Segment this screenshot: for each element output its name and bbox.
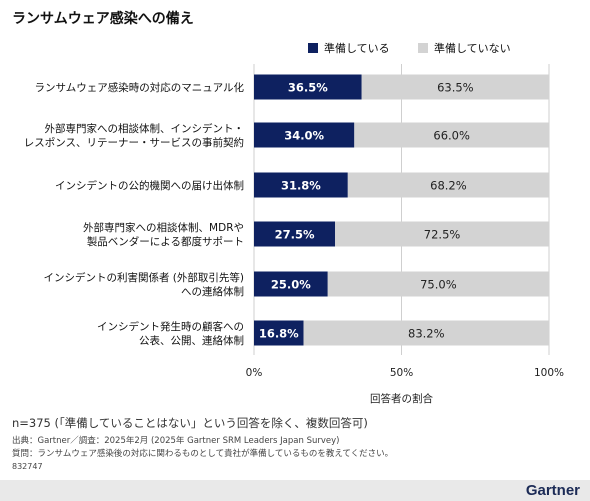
data-label-prepared: 16.8%	[259, 327, 299, 341]
question-note: 質問：ランサムウェア感染後の対応に関わるものとして貴社が準備しているものを教えて…	[12, 449, 394, 459]
bar-not-prepared	[347, 172, 549, 198]
legend-item-prepared: 準備している	[308, 40, 390, 56]
category-label: インシデント発生時の顧客への公表、公開、連絡体制	[97, 320, 244, 347]
bar-prepared	[254, 271, 328, 297]
bar-prepared	[254, 221, 336, 247]
category-label: インシデントの公的機関への届け出体制	[55, 179, 244, 192]
data-label-prepared: 34.0%	[284, 129, 324, 143]
bar-prepared	[254, 74, 362, 100]
data-label-not-prepared: 66.0%	[433, 129, 470, 143]
data-label-not-prepared: 72.5%	[424, 228, 461, 242]
data-label-not-prepared: 68.2%	[430, 179, 467, 193]
bar-not-prepared	[361, 74, 549, 100]
legend-swatch-prepared	[308, 43, 318, 53]
page-title: ランサムウェア感染への備え	[12, 11, 194, 27]
legend-item-not-prepared: 準備していない	[418, 40, 511, 56]
legend-swatch-not-prepared	[418, 43, 428, 53]
bar-not-prepared	[354, 122, 549, 148]
document-id: 832747	[12, 462, 43, 471]
data-label-not-prepared: 83.2%	[408, 327, 445, 341]
legend-label-prepared: 準備している	[324, 42, 390, 55]
data-label-prepared: 31.8%	[281, 179, 321, 193]
category-label: ランサムウェア感染時の対応のマニュアル化	[35, 81, 245, 94]
bar-not-prepared	[303, 320, 549, 346]
data-label-not-prepared: 75.0%	[420, 278, 457, 292]
legend: 準備している 準備していない	[0, 40, 590, 56]
bar-not-prepared	[327, 271, 549, 297]
category-label: 外部専門家への相談体制、インシデント・レスポンス、リテーナー・サービスの事前契約	[24, 122, 244, 149]
source-note: 出典：Gartner／調査：2025年2月 (2025年 Gartner SRM…	[12, 436, 340, 446]
x-tick-label: 0%	[246, 367, 263, 379]
legend-label-not-prepared: 準備していない	[434, 42, 511, 55]
bar-not-prepared	[335, 221, 549, 247]
data-label-not-prepared: 63.5%	[437, 81, 474, 95]
x-axis-label: 回答者の割合	[370, 392, 433, 405]
bar-prepared	[254, 320, 304, 346]
x-tick-label: 100%	[534, 367, 564, 379]
gartner-logo: Gartner	[525, 482, 580, 499]
bar-prepared	[254, 122, 355, 148]
category-label: 外部専門家への相談体制、MDRや製品ベンダーによる都度サポート	[83, 221, 244, 248]
stacked-bar-chart: ランサムウェア感染時の対応のマニュアル化 36.5% 63.5% 外部専門家への相談体…	[24, 64, 564, 405]
bar-prepared	[254, 172, 348, 198]
data-label-prepared: 25.0%	[271, 278, 311, 292]
sample-note: n=375 (「準備していることはない」という回答を除く、複数回答可)	[12, 416, 368, 430]
x-tick-label: 50%	[390, 367, 413, 379]
brand-bar: Gartner	[0, 480, 590, 501]
data-label-prepared: 27.5%	[275, 228, 315, 242]
category-label: インシデントの利害関係者 (外部取引先等)への連絡体制	[43, 271, 244, 298]
data-label-prepared: 36.5%	[288, 81, 328, 95]
